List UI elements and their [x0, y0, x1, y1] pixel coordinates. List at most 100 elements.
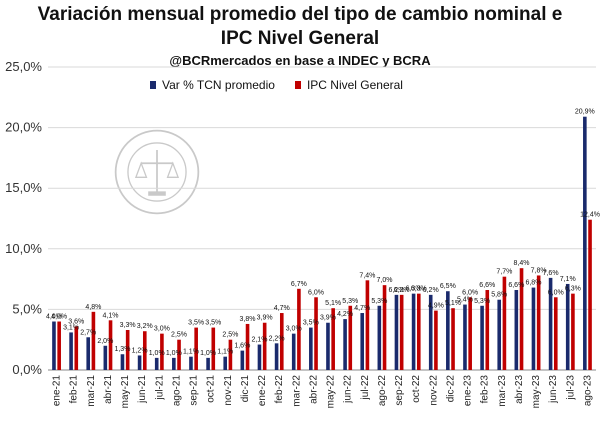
legend-item-tcn: Var % TCN promedio [150, 78, 275, 92]
data-label-ipc: 3,6% [68, 318, 84, 325]
data-label-ipc: 7,7% [496, 269, 512, 276]
chart-title-line1: Variación mensual promedio del tipo de c… [37, 4, 563, 25]
legend-label-tcn: Var % TCN promedio [162, 78, 275, 92]
data-label-ipc: 12,4% [580, 212, 600, 219]
bar-tcn [394, 294, 399, 370]
data-label-tcn: 20,9% [575, 109, 595, 116]
data-label-ipc: 6,0% [308, 289, 324, 296]
x-tick-label: oct-22 [411, 375, 422, 403]
bar-tcn [463, 304, 467, 370]
x-axis: ene-21 feb-21 mar-21 abr-21 may-21 jun-21 jul-… [52, 375, 594, 409]
bar-tcn [309, 327, 313, 370]
data-label-ipc: 5,1% [445, 300, 461, 307]
bar-tcn [343, 319, 347, 370]
chart-subtitle: @BCRmercados en base a INDEC y BCRA [169, 53, 431, 68]
bar-tcn [583, 116, 587, 370]
bar-ipc [502, 276, 507, 370]
bar-tcn [360, 313, 365, 370]
data-label-tcn: 1,2% [132, 347, 148, 354]
x-tick-label: ene-22 [257, 375, 268, 407]
data-label-ipc: 7,4% [359, 272, 375, 279]
bar-ipc [74, 326, 79, 370]
data-label-tcn: 6,5% [440, 283, 456, 290]
x-tick-label: feb-21 [69, 375, 80, 404]
bar-tcn [240, 350, 245, 370]
data-label-tcn: 6,8% [525, 280, 541, 287]
data-label-tcn: 3,0% [286, 326, 302, 333]
data-label-ipc: 6,3% [565, 286, 581, 293]
data-label-ipc: 2,5% [171, 332, 187, 339]
bar-tcn [120, 354, 125, 370]
bar-ipc [348, 305, 353, 370]
bar-tcn [172, 357, 176, 370]
bar-tcn [565, 283, 570, 370]
y-tick-label: 5,0% [12, 301, 42, 316]
data-label-tcn: 1,6% [234, 343, 250, 350]
bar-ipc [519, 268, 524, 370]
data-label-ipc: 5,3% [342, 298, 358, 305]
x-tick-label: mar-23 [497, 375, 508, 407]
x-tick-label: mar-21 [86, 375, 97, 407]
bar-ipc [382, 285, 387, 370]
x-tick-label: jun-21 [137, 375, 148, 404]
data-label-tcn: 2,7% [80, 329, 96, 336]
bar-tcn [69, 332, 73, 370]
chart-title-line2: IPC Nivel General [220, 28, 380, 49]
bar-ipc [91, 311, 96, 370]
data-label-tcn: 7,1% [560, 276, 576, 283]
x-tick-label: dic-21 [240, 375, 251, 403]
data-label-tcn: 3,9% [320, 315, 336, 322]
bar-tcn [206, 357, 210, 370]
bar-ipc [451, 308, 455, 370]
bar-ipc [125, 330, 130, 370]
bar-tcn [428, 294, 433, 370]
data-label-tcn: 1,1% [217, 349, 233, 356]
bar-ipc [331, 308, 335, 370]
x-tick-label: feb-23 [480, 375, 491, 404]
data-label-ipc: 2,5% [222, 332, 238, 339]
y-tick-label: 25,0% [5, 59, 42, 74]
data-label-tcn: 4,2% [337, 311, 353, 318]
data-label-tcn: 6,2% [388, 287, 404, 294]
bar-ipc [365, 280, 370, 370]
data-label-ipc: 3,9% [257, 315, 273, 322]
legend-swatch-ipc [294, 81, 301, 89]
data-label-ipc: 4,0% [51, 314, 67, 321]
data-label-ipc: 8,4% [514, 260, 530, 267]
bar-tcn [52, 321, 56, 370]
data-label-ipc: 4,7% [274, 305, 290, 312]
data-label-ipc: 7,0% [377, 277, 393, 284]
data-label-tcn: 3,5% [303, 320, 319, 327]
bar-tcn [86, 337, 91, 370]
bar-tcn [411, 293, 416, 370]
bars [52, 116, 592, 370]
bar-tcn [531, 287, 536, 370]
data-label-tcn: 4,7% [354, 305, 370, 312]
data-label-tcn: 2,0% [97, 338, 113, 345]
bar-ipc [314, 297, 318, 370]
bar-ipc [245, 323, 250, 370]
bar-ipc [142, 331, 147, 370]
x-tick-label: sep-21 [189, 375, 200, 406]
data-label-ipc: 6,0% [548, 289, 564, 296]
y-tick-label: 20,0% [5, 120, 42, 135]
bar-tcn [257, 344, 262, 370]
x-tick-label: abr-23 [514, 375, 525, 404]
legend-label-ipc: IPC Nivel General [306, 78, 403, 92]
data-label-ipc: 3,3% [120, 322, 136, 329]
legend-item-ipc: IPC Nivel General [294, 78, 403, 92]
legend: Var % TCN promedio IPC Nivel General [150, 78, 403, 92]
bar-tcn [274, 343, 279, 370]
data-label-ipc: 4,1% [103, 312, 119, 319]
bar-tcn [154, 357, 159, 370]
x-tick-label: nov-21 [223, 375, 234, 406]
data-label-ipc: 6,2% [394, 287, 410, 294]
bar-tcn [480, 305, 484, 370]
data-label-ipc: 3,2% [137, 323, 153, 330]
bar-ipc [588, 219, 592, 370]
data-labels: 4,0%4,0%3,1%3,6%2,7%4,8%2,0%4,1%1,3%3,3%… [46, 109, 600, 357]
data-label-tcn: 1,1% [183, 349, 199, 356]
bar-ipc [571, 293, 575, 370]
bar-tcn [291, 333, 296, 370]
